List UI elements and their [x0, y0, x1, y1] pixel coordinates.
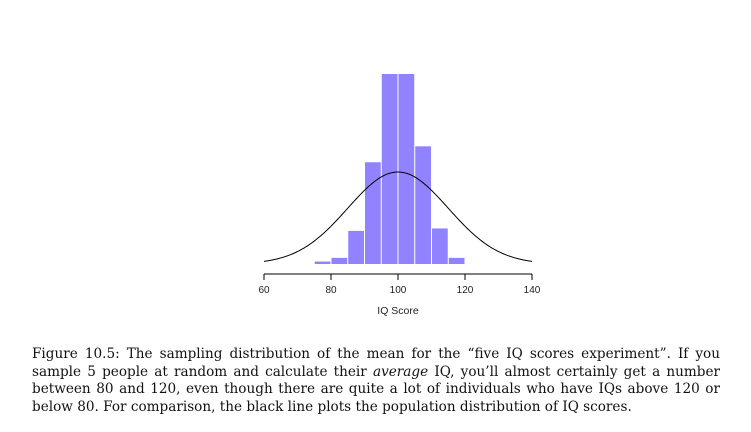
figure-caption: Figure 10.5: The sampling distribution o…: [32, 346, 720, 416]
histogram-bar-80-85: [331, 257, 348, 264]
x-tick-label-140: 140: [524, 285, 541, 296]
histogram-bar-85-90: [348, 230, 364, 264]
histogram-bar-95-100: [381, 74, 398, 264]
histogram-bar-75-80: [314, 261, 331, 264]
histogram-bar-115-120: [448, 257, 465, 264]
x-axis-ticks: 60 80 100 120 140: [258, 274, 541, 296]
x-tick-label-60: 60: [258, 285, 270, 296]
histogram-bar-90-95: [365, 162, 381, 264]
histogram-bar-100-105: [398, 74, 415, 264]
x-tick-label-120: 120: [457, 285, 474, 296]
histogram-bars: [314, 74, 465, 264]
x-tick-label-100: 100: [390, 285, 407, 296]
population-normal-curve: [263, 171, 533, 262]
sampling-distribution-chart: 60 80 100 120 140 IQ Score: [258, 74, 541, 317]
x-tick-label-80: 80: [325, 285, 337, 296]
caption-emphasis: average: [372, 363, 429, 380]
histogram-bar-110-115: [432, 228, 448, 264]
caption-text-1: Figure 10.5: The sampling distribution o…: [32, 346, 720, 380]
x-axis-title: IQ Score: [377, 305, 419, 317]
histogram-bar-105-110: [415, 146, 431, 264]
caption-text-2: IQ, you’ll almost certainly get a number…: [32, 363, 720, 415]
